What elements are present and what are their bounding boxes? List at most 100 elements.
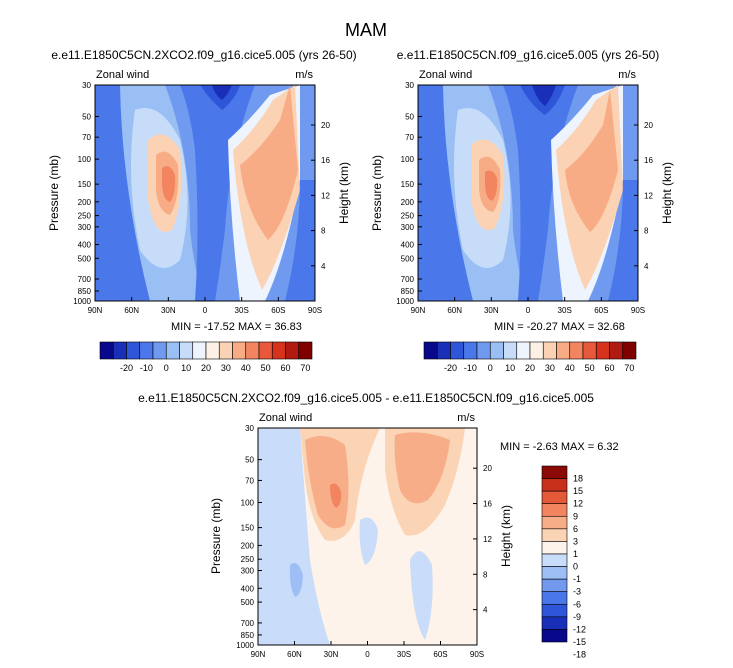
colorbar-swatch [232, 341, 247, 360]
pressure-tick-label: 250 [241, 555, 255, 564]
panel-3-corner-left: Zonal wind [259, 412, 312, 424]
latitude-tick-label: 60S [594, 306, 608, 315]
latitude-tick-label: 90N [88, 306, 103, 315]
colorbar-label: 40 [565, 363, 575, 373]
colorbar-swatch [541, 629, 568, 643]
colorbar-swatch [582, 341, 597, 360]
panel-2-field [418, 85, 638, 301]
pressure-tick-label: 100 [241, 499, 255, 508]
panel-2-colorbar: -20 -10 0 10 20 30 40 50 60 70 [423, 341, 637, 373]
latitude-tick-label: 30N [484, 306, 499, 315]
colorbar-swatch [436, 341, 451, 360]
colorbar-label: 18 [573, 474, 583, 484]
pressure-tick-label: 300 [78, 223, 92, 232]
height-tick-label: 12 [483, 535, 492, 544]
colorbar-swatch [516, 341, 531, 360]
colorbar-swatch [476, 341, 491, 360]
colorbar-label: 70 [300, 363, 310, 373]
colorbar-swatch [423, 341, 438, 360]
latitude-tick-label: 90S [631, 306, 645, 315]
height-tick-label: 20 [644, 121, 653, 130]
field-band-south-lowlevel [285, 180, 315, 301]
panel-1-field [95, 85, 315, 301]
pressure-tick-label: 700 [401, 275, 415, 284]
pressure-tick-label: 300 [401, 223, 415, 232]
colorbar-swatch [541, 541, 568, 555]
colorbar-swatch [569, 341, 584, 360]
pressure-tick-label: 30 [82, 81, 91, 90]
height-tick-label: 12 [321, 191, 330, 200]
pressure-tick-label: 150 [241, 524, 255, 533]
colorbar-label: -10 [464, 363, 477, 373]
height-tick-label: 8 [483, 570, 488, 579]
colorbar-label: 6 [573, 524, 578, 534]
panel-1-corner-right: m/s [295, 69, 313, 81]
pressure-tick-label: 50 [82, 112, 91, 121]
field-band-south-mid [240, 85, 298, 240]
colorbar-swatch [218, 341, 233, 360]
latitude-tick-label: 30S [558, 306, 572, 315]
field-band-north-core [330, 483, 342, 508]
pressure-tick-label: 100 [78, 155, 92, 164]
panel-3-ylabel: Pressure (mb) [209, 498, 223, 574]
field-band-midlat-neg [289, 562, 303, 597]
pressure-tick-label: 200 [241, 541, 255, 550]
colorbar-swatch [503, 341, 518, 360]
field-band-south-neg [410, 551, 433, 640]
colorbar-swatch [541, 616, 568, 630]
colorbar-label: 70 [624, 363, 634, 373]
pressure-tick-label: 700 [241, 619, 255, 628]
latitude-tick-label: 60N [124, 306, 139, 315]
colorbar-swatch [165, 341, 180, 360]
colorbar-label: 50 [585, 363, 595, 373]
colorbar-label: 3 [573, 536, 578, 546]
panel-1-ylabel-right: Height (km) [337, 162, 351, 224]
pressure-tick-label: 850 [78, 287, 92, 296]
colorbar-label: 12 [573, 499, 583, 509]
colorbar-label: 30 [221, 363, 231, 373]
colorbar-swatch [622, 341, 637, 360]
pressure-tick-label: 250 [401, 212, 415, 221]
colorbar-swatch [245, 341, 260, 360]
colorbar-swatch [529, 341, 544, 360]
colorbar-swatch [609, 341, 624, 360]
latitude-tick-label: 30N [324, 650, 339, 659]
panel-2-latitude-ticks: 90N 60N 30N 0 30S 60S 90S [411, 297, 645, 315]
pressure-tick-label: 500 [401, 254, 415, 263]
pressure-tick-label: 100 [401, 155, 415, 164]
height-tick-label: 8 [644, 227, 649, 236]
colorbar-label: 9 [573, 511, 578, 521]
latitude-tick-label: 0 [526, 306, 531, 315]
panel-2: e.e11.E1850C5CN.f09_g16.cice5.005 (yrs 2… [370, 48, 674, 373]
height-tick-label: 20 [321, 121, 330, 130]
latitude-tick-label: 90N [251, 650, 266, 659]
colorbar-swatch [152, 341, 167, 360]
panel-1-ylabel: Pressure (mb) [47, 155, 61, 231]
colorbar-swatch [541, 465, 568, 479]
colorbar-swatch [541, 515, 568, 530]
panel-2-title: e.e11.E1850C5CN.f09_g16.cice5.005 (yrs 2… [397, 48, 660, 62]
pressure-tick-label: 400 [401, 241, 415, 250]
height-tick-label: 16 [644, 156, 653, 165]
pressure-tick-label: 1000 [236, 641, 254, 650]
colorbar-label: -10 [140, 363, 153, 373]
pressure-tick-label: 300 [241, 566, 255, 575]
pressure-tick-label: 200 [78, 198, 92, 207]
panel-2-corner-left: Zonal wind [419, 69, 472, 81]
latitude-tick-label: 0 [365, 650, 370, 659]
height-tick-label: 4 [644, 262, 649, 271]
pressure-tick-label: 400 [241, 584, 255, 593]
colorbar-swatch [541, 578, 568, 593]
colorbar-swatch [126, 341, 141, 360]
colorbar-label: -12 [573, 624, 586, 634]
panel-2-ylabel-right: Height (km) [660, 162, 674, 224]
colorbar-swatch [271, 341, 286, 360]
latitude-tick-label: 60N [287, 650, 302, 659]
colorbar-label: 20 [525, 363, 535, 373]
height-tick-label: 8 [321, 227, 326, 236]
colorbar-swatch [192, 341, 207, 360]
latitude-tick-label: 90N [411, 306, 426, 315]
colorbar-swatch [541, 503, 568, 517]
